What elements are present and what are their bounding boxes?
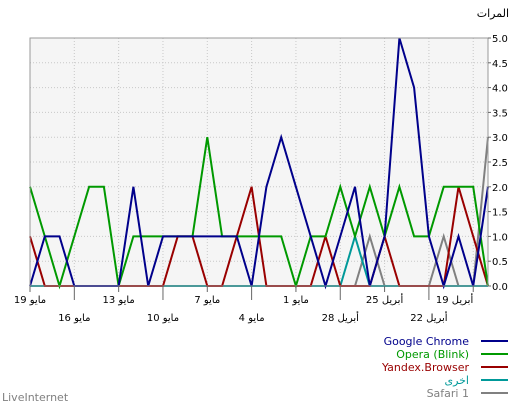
legend-label: اخرى (444, 374, 469, 387)
x-tick-label: 1 مايو (283, 295, 309, 306)
x-tick-label: 10 مايو (147, 313, 179, 324)
x-tick-label: 16 مايو (58, 313, 90, 324)
y-tick-label: 0.5 (492, 257, 508, 268)
x-tick-label: 4 مايو (239, 313, 265, 324)
y-tick-label: 3.5 (492, 108, 508, 119)
x-tick-label: 13 مايو (103, 295, 135, 306)
y-tick-label: 1.5 (492, 208, 508, 219)
unit-label: المرات (477, 7, 509, 20)
x-tick-label: 25 أبريل (366, 293, 404, 306)
legend-label: Opera (Blink) (396, 348, 469, 361)
x-tick-label: 19 مايو (14, 295, 46, 306)
y-tick-label: 1.0 (492, 232, 508, 243)
y-tick-label: 4.0 (492, 84, 508, 95)
legend-label: Google Chrome (384, 335, 470, 348)
x-tick-label: 22 أبريل (410, 311, 448, 324)
y-tick-label: 4.5 (492, 59, 508, 70)
y-tick-label: 2.5 (492, 158, 508, 169)
x-tick-label: 19 أبريل (436, 293, 474, 306)
y-tick-label: 5.0 (492, 34, 508, 45)
y-tick-label: 3.0 (492, 133, 508, 144)
y-tick-label: 2.0 (492, 183, 508, 194)
axes: 0.0 0.5 1.0 1.5 2.0 2.5 3.0 3.5 4.0 4.5 5.0 19 مايو… (14, 34, 508, 324)
x-tick-label: 7 مايو (194, 295, 220, 306)
footer-brand: LiveInternet (2, 391, 69, 404)
legend-label: Safari 1 (427, 387, 469, 400)
x-tick-label: 28 أبريل (322, 311, 360, 324)
y-tick-label: 0.0 (492, 282, 508, 293)
legend-label: Yandex.Browser (381, 361, 470, 374)
